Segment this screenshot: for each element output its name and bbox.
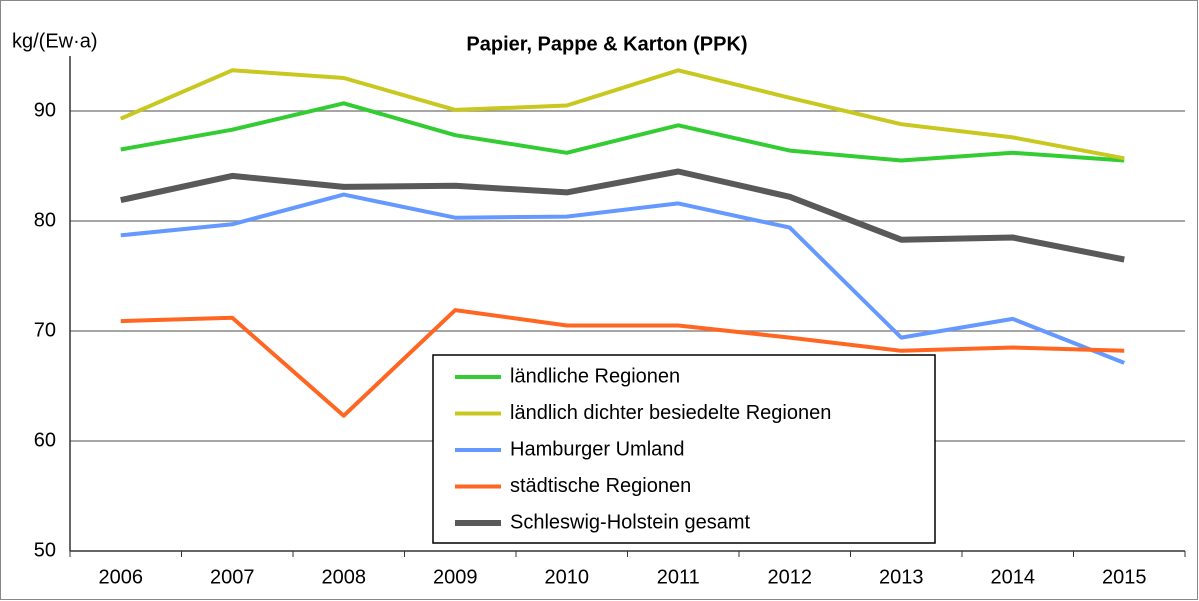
series-line (120, 101, 1125, 163)
y-tick-label: 90 (34, 99, 56, 121)
x-tick-label: 2009 (433, 566, 478, 588)
x-tick-label: 2012 (768, 566, 813, 588)
y-tick-label: 50 (34, 539, 56, 561)
y-tick-label: 80 (34, 209, 56, 231)
x-tick-label: 2011 (657, 566, 700, 588)
y-tick-label: 60 (34, 429, 56, 451)
x-tick-label: 2006 (99, 566, 144, 588)
y-tick-label: 70 (34, 319, 56, 341)
legend-box (432, 354, 936, 544)
x-tick-label: 2007 (210, 566, 255, 588)
series-line (120, 168, 1125, 263)
x-tick-label: 2008 (322, 566, 367, 588)
series-line (119, 68, 1125, 161)
x-tick-label: 2014 (991, 566, 1036, 588)
legend-label: ländliche Regionen (510, 365, 680, 387)
chart-title: Papier, Pappe & Karton (PPK) (466, 33, 747, 55)
legend-label: Hamburger Umland (510, 438, 685, 460)
y-axis-label: kg/(Ew·a) (12, 30, 98, 52)
x-tick-label: 2010 (545, 566, 590, 588)
series-line (120, 192, 1125, 365)
legend-label: städtische Regionen (510, 475, 691, 497)
legend-label: ländlich dichter besiedelte Regionen (510, 402, 831, 424)
legend-label: Schleswig-Holstein gesamt (510, 511, 751, 533)
x-tick-label: 2013 (879, 566, 924, 588)
series-line (120, 308, 1125, 418)
x-tick-label: 2015 (1102, 566, 1147, 588)
